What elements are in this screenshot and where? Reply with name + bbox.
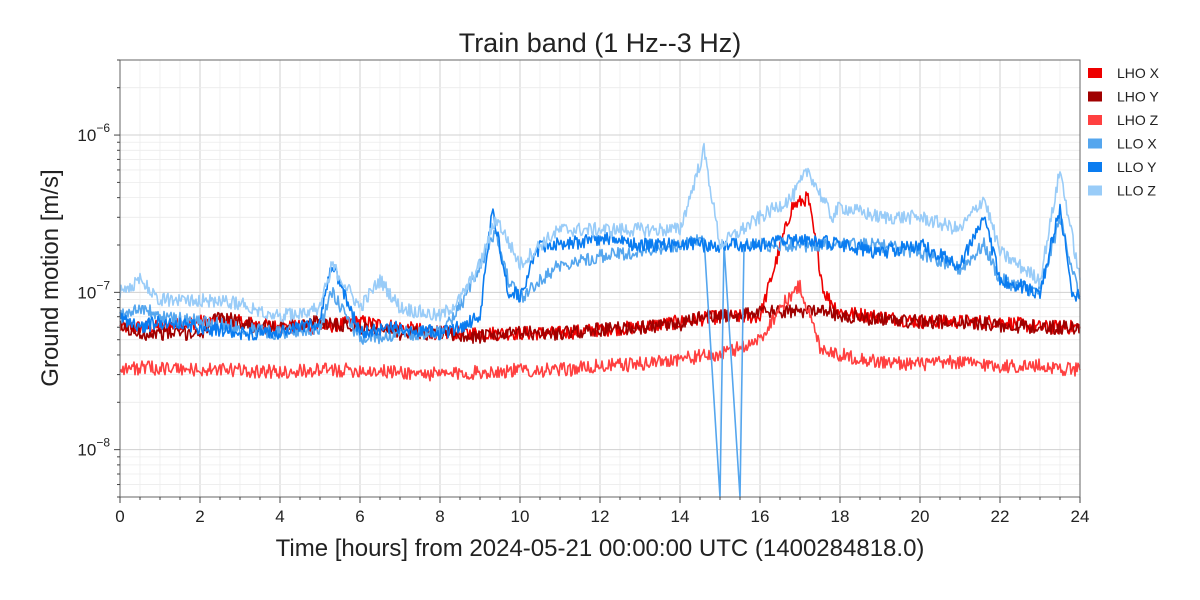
x-tick-label: 18 — [831, 507, 850, 526]
legend-label: LLO Y — [1117, 159, 1157, 175]
legend-swatch — [1088, 91, 1102, 102]
legend: LHO X LHO Y LHO Z LLO X LLO Y LLO Z — [1088, 65, 1160, 199]
series-line-llo-y — [119, 203, 1081, 341]
series-line-llo-z — [119, 142, 1081, 323]
y-tick-label: 10−7 — [77, 278, 110, 302]
y-axis: 10−8 10−7 10−6 — [77, 59, 120, 498]
legend-swatch — [1088, 68, 1102, 78]
x-tick-label: 0 — [115, 507, 124, 526]
y-tick-label: 10−8 — [77, 436, 110, 460]
y-axis-label: Ground motion [m/s] — [37, 169, 64, 386]
legend-label: LHO Y — [1117, 89, 1159, 105]
x-tick-label: 20 — [911, 507, 930, 526]
x-tick-label: 8 — [435, 507, 444, 526]
legend-swatch — [1088, 138, 1102, 149]
x-tick-label: 16 — [751, 507, 770, 526]
series-line-lho-y — [119, 304, 1081, 344]
legend-label: LLO Z — [1117, 183, 1156, 199]
legend-swatch — [1088, 185, 1102, 196]
chart-title: Train band (1 Hz--3 Hz) — [459, 28, 742, 58]
plot-area — [119, 142, 1081, 498]
legend-swatch — [1088, 115, 1102, 125]
legend-label: LHO X — [1117, 65, 1160, 81]
grid — [119, 59, 1081, 498]
x-tick-label: 14 — [671, 507, 690, 526]
legend-label: LLO X — [1117, 136, 1157, 152]
x-tick-label: 4 — [275, 507, 284, 526]
x-tick-label: 24 — [1071, 507, 1090, 526]
x-tick-label: 10 — [511, 507, 530, 526]
x-tick-label: 22 — [991, 507, 1010, 526]
x-tick-label: 6 — [355, 507, 364, 526]
legend-label: LHO Z — [1117, 112, 1159, 128]
x-axis: 0 2 4 6 8 10 12 14 16 18 20 22 24 — [115, 497, 1089, 526]
x-tick-label: 12 — [591, 507, 610, 526]
series-line-lho-z — [119, 279, 1081, 382]
x-tick-label: 2 — [195, 507, 204, 526]
y-tick-label: 10−6 — [77, 121, 110, 145]
x-axis-label: Time [hours] from 2024-05-21 00:00:00 UT… — [276, 535, 925, 562]
legend-swatch — [1088, 162, 1102, 172]
